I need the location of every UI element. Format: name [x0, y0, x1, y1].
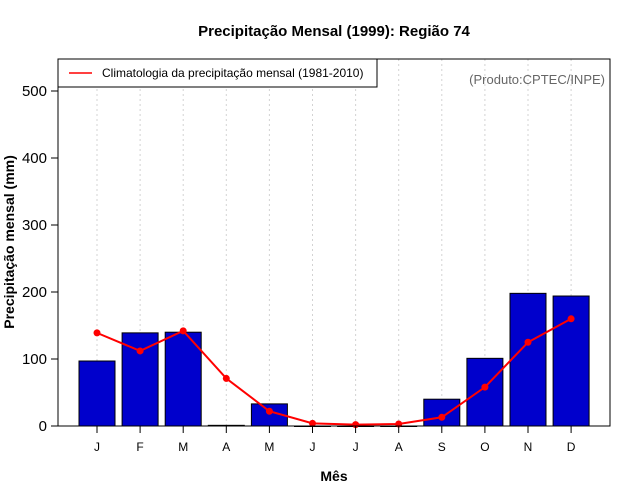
bar-9 — [466, 357, 504, 427]
climatology-point-8 — [438, 413, 446, 421]
climatology-point-10 — [524, 338, 532, 346]
x-axis-label: Mês — [320, 468, 347, 484]
x-tick-label: A — [395, 440, 403, 454]
x-tick-label: J — [353, 440, 359, 454]
x-tick-label: D — [567, 440, 576, 454]
climatology-point-1 — [136, 347, 144, 355]
climatology-point-4 — [265, 407, 273, 415]
y-tick-label: 0 — [39, 418, 47, 435]
climatology-point-5 — [309, 419, 316, 427]
climatology-point-0 — [93, 329, 101, 337]
y-tick-label: 300 — [22, 217, 47, 234]
x-tick-label: M — [178, 440, 188, 454]
x-tick-label: N — [524, 440, 533, 454]
x-tick-label: S — [438, 440, 446, 454]
x-tick-label: A — [222, 440, 230, 454]
chart-title: Precipitação Mensal (1999): Região 74 — [198, 23, 470, 40]
bars-group — [78, 292, 590, 427]
climatology-point-11 — [567, 315, 575, 323]
bar-8 — [423, 398, 461, 427]
legend-entry-climatology: Climatologia da precipitação mensal (198… — [102, 66, 363, 80]
legend-box — [57, 58, 378, 88]
y-axis-label: Precipitação mensal (mm) — [1, 155, 17, 329]
climatology-line-group — [93, 315, 575, 429]
y-tick-label: 400 — [22, 150, 47, 167]
x-tick-label: O — [480, 440, 489, 454]
bar-10 — [509, 292, 547, 427]
climatology-point-3 — [222, 374, 230, 382]
y-tick-label: 500 — [22, 83, 47, 100]
bar-1 — [121, 332, 159, 427]
bar-2 — [164, 331, 202, 427]
y-axis: 0 100 200 300 400 500 — [22, 83, 59, 435]
x-tick-label: M — [264, 440, 274, 454]
y-tick-label: 100 — [22, 351, 47, 368]
bar-0 — [78, 360, 116, 427]
legend: Climatologia da precipitação mensal (198… — [57, 58, 378, 88]
y-tick-label: 200 — [22, 284, 47, 301]
x-tick-label: J — [310, 440, 316, 454]
credit-annotation: (Produto:CPTEC/INPE) — [469, 72, 605, 87]
climatology-point-9 — [481, 383, 489, 391]
climatology-line — [96, 317, 572, 426]
x-tick-label: F — [136, 440, 143, 454]
x-tick-label: J — [94, 440, 100, 454]
climatology-point-2 — [179, 327, 187, 335]
